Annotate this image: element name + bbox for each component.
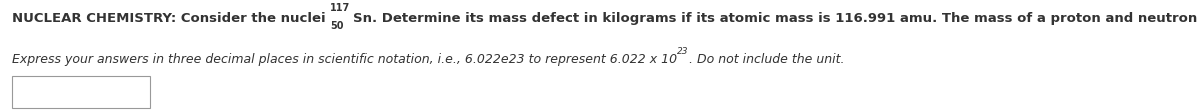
Text: 23: 23 [677, 47, 689, 56]
Text: Sn. Determine its mass defect in kilograms if its atomic mass is 116.991 amu. Th: Sn. Determine its mass defect in kilogra… [353, 12, 1200, 25]
Text: NUCLEAR CHEMISTRY: Consider the nuclei: NUCLEAR CHEMISTRY: Consider the nuclei [12, 12, 330, 25]
Text: . Do not include the unit.: . Do not include the unit. [689, 53, 844, 66]
Text: Express your answers in three decimal places in scientific notation, i.e., 6.022: Express your answers in three decimal pl… [12, 53, 677, 66]
Text: 117: 117 [330, 3, 350, 13]
Text: 50: 50 [330, 21, 343, 31]
